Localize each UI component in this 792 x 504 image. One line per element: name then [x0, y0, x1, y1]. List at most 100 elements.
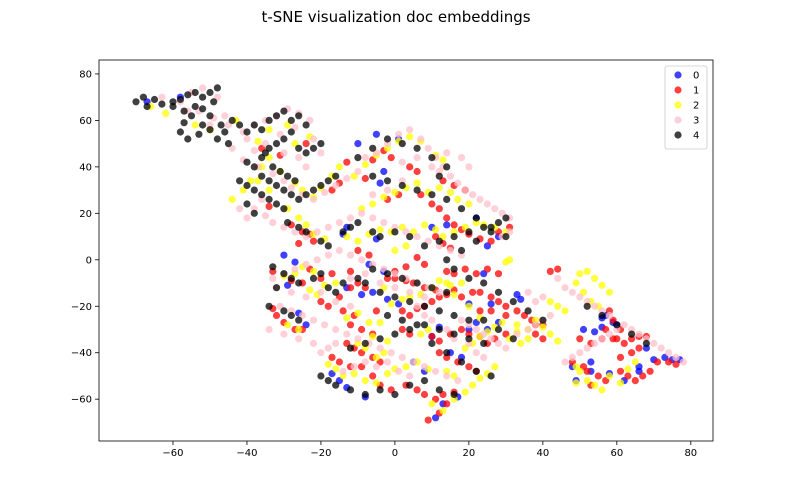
point-series-1-2: [302, 140, 310, 148]
point-series-1-84: [461, 265, 469, 273]
y-tick-label: 40: [79, 162, 92, 173]
point-series-3-173: [480, 353, 488, 361]
point-series-3-136: [635, 330, 643, 338]
point-series-1-107: [639, 372, 647, 380]
point-series-1-86: [483, 265, 491, 273]
point-series-4-177: [383, 311, 392, 320]
point-series-4-68: [236, 177, 244, 185]
point-series-0-63: [443, 221, 451, 229]
point-series-0-35: [517, 295, 525, 303]
point-series-4-87: [406, 233, 414, 241]
point-series-3-132: [605, 330, 614, 338]
point-series-3-99: [446, 172, 454, 180]
point-series-3-110: [457, 316, 466, 324]
x-tick-label: 60: [610, 448, 623, 459]
point-series-2-101: [439, 407, 447, 415]
point-series-4-106: [287, 311, 295, 320]
point-series-4-153: [457, 205, 466, 213]
point-series-3-156: [302, 163, 310, 171]
point-series-3-185: [465, 163, 473, 171]
point-series-3-134: [620, 321, 628, 329]
point-series-4-137: [435, 325, 443, 334]
point-series-1-15: [317, 298, 325, 306]
point-series-3-82: [454, 377, 462, 385]
point-series-4-31: [243, 128, 251, 136]
point-series-1-60: [502, 302, 510, 310]
point-series-3-105: [491, 205, 499, 213]
point-series-3-126: [561, 358, 569, 366]
point-series-4-186: [598, 311, 606, 320]
point-series-4-110: [324, 284, 332, 292]
point-series-0-11: [369, 288, 377, 296]
point-series-2-67: [502, 258, 510, 266]
point-series-4-28: [180, 107, 188, 115]
point-series-4-8: [191, 88, 199, 97]
point-series-3-71: [332, 325, 340, 334]
point-series-4-6: [176, 95, 184, 104]
point-series-2-76: [446, 188, 454, 196]
point-series-3-38: [335, 219, 343, 227]
point-series-2-87: [439, 156, 447, 164]
point-series-4-115: [383, 270, 392, 278]
point-series-3-104: [483, 200, 491, 208]
point-series-2-124: [572, 379, 580, 387]
x-tick-label: −40: [236, 448, 257, 459]
point-series-4-114: [369, 265, 377, 273]
point-series-4-40: [287, 128, 295, 136]
point-series-4-99: [269, 263, 277, 271]
point-series-3-184: [369, 191, 377, 199]
point-series-2-28: [372, 379, 380, 387]
point-series-1-109: [653, 358, 662, 366]
x-tick-label: 40: [536, 448, 549, 459]
point-series-2-104: [469, 381, 477, 389]
point-series-3-52: [291, 265, 299, 273]
point-series-3-140: [665, 349, 673, 357]
point-series-3-45: [413, 233, 421, 241]
point-series-3-175: [361, 270, 369, 278]
point-series-4-29: [169, 102, 177, 111]
point-series-2-77: [454, 195, 462, 203]
point-series-1-161: [372, 307, 380, 315]
x-tick-label: 0: [392, 448, 398, 459]
point-series-2-6: [265, 126, 273, 134]
point-series-3-139: [657, 344, 665, 352]
point-series-3-174: [346, 274, 355, 282]
point-series-4-151: [428, 191, 436, 199]
point-series-4-93: [494, 219, 503, 227]
point-series-3-192: [295, 335, 303, 343]
point-series-3-57: [346, 251, 355, 259]
point-series-2-40: [365, 318, 373, 327]
point-series-1-156: [343, 158, 351, 166]
point-series-2-105: [476, 374, 484, 382]
point-series-4-69: [250, 186, 258, 194]
point-series-4-22: [221, 128, 229, 136]
point-series-3-150: [317, 349, 325, 357]
y-tick-label: 80: [79, 69, 92, 80]
point-series-4-56: [287, 191, 295, 199]
point-series-2-69: [369, 200, 377, 208]
point-series-3-124: [524, 288, 532, 296]
point-series-4-100: [280, 270, 288, 278]
point-series-4-27: [191, 102, 199, 111]
point-series-1-140: [420, 260, 429, 268]
point-series-1-126: [428, 200, 436, 208]
point-series-1-155: [361, 174, 369, 183]
point-series-1-55: [457, 293, 466, 301]
point-series-2-2: [191, 121, 199, 129]
point-series-3-166: [413, 302, 421, 310]
point-series-3-169: [443, 325, 451, 334]
point-series-2-155: [402, 242, 410, 250]
point-series-3-145: [605, 311, 614, 320]
point-series-2-5: [254, 137, 262, 145]
point-series-2-159: [369, 332, 377, 341]
point-series-3-41: [369, 214, 377, 222]
point-series-2-125: [583, 377, 591, 385]
point-series-1-58: [487, 293, 495, 301]
point-series-4-179: [413, 321, 421, 329]
legend-marker-0: [674, 71, 682, 79]
point-series-3-199: [346, 302, 355, 310]
point-series-3-93: [395, 130, 403, 138]
point-series-4-96: [472, 237, 480, 245]
point-series-1-139: [413, 253, 421, 262]
